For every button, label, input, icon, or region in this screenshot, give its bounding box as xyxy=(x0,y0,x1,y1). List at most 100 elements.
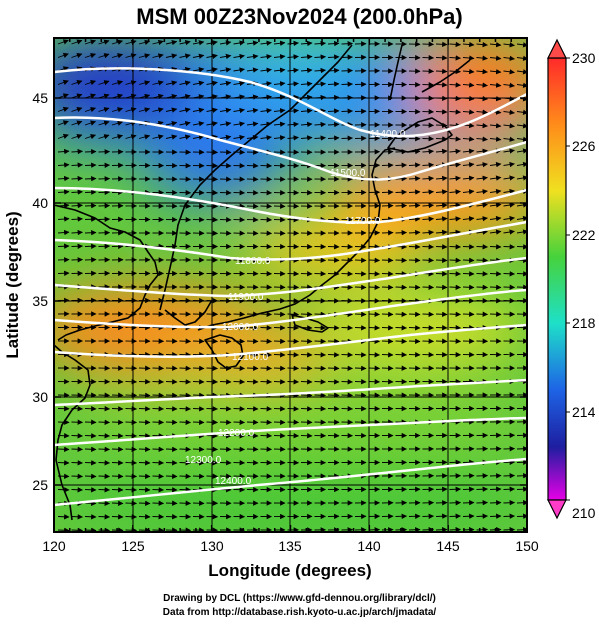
wind-arrow xyxy=(260,365,273,371)
wind-arrow xyxy=(179,80,191,86)
wind-arrow xyxy=(435,527,448,532)
wind-arrow xyxy=(314,325,327,331)
wind-arrow xyxy=(152,460,165,466)
wind-arrow xyxy=(300,121,313,128)
wind-arrow xyxy=(300,298,313,304)
wind-arrow xyxy=(219,446,232,452)
wind-arrow xyxy=(179,40,191,46)
wind-arrow xyxy=(206,80,218,86)
wind-arrow xyxy=(84,120,97,126)
height-contour xyxy=(54,67,527,138)
wind-arrow xyxy=(84,527,97,532)
wind-arrow xyxy=(125,433,138,439)
colorbar-min-triangle xyxy=(547,499,567,520)
height-contour xyxy=(54,116,527,181)
wind-arrow xyxy=(341,365,354,371)
wind-arrow xyxy=(165,392,178,398)
wind-arrow xyxy=(71,79,83,86)
wind-arrow xyxy=(462,109,475,115)
wind-arrow xyxy=(152,446,165,452)
wind-arrow xyxy=(152,80,164,86)
wind-arrow xyxy=(408,202,421,209)
contour-label: 11900.0 xyxy=(228,292,264,303)
wind-arrow xyxy=(71,202,84,209)
wind-arrow xyxy=(462,244,475,250)
wind-arrow xyxy=(435,68,448,75)
wind-arrow xyxy=(287,311,300,317)
wind-arrow xyxy=(57,460,70,466)
wind-arrow xyxy=(476,175,488,181)
wind-arrow xyxy=(98,473,111,479)
wind-arrow xyxy=(165,120,178,127)
x-tick-label: 145 xyxy=(436,538,460,554)
wind-arrow xyxy=(233,446,246,452)
wind-arrow xyxy=(98,487,111,493)
wind-arrow xyxy=(246,379,259,385)
wind-arrow xyxy=(503,82,515,88)
x-tick-labels: 120 125 130 135 140 145 150 xyxy=(42,538,539,554)
wind-arrow xyxy=(57,473,70,479)
wind-arrow xyxy=(476,500,489,506)
wind-arrow xyxy=(260,67,272,73)
wind-arrow xyxy=(98,134,110,140)
wind-arrow xyxy=(368,352,381,358)
wind-arrow xyxy=(327,379,340,385)
wind-arrow xyxy=(125,39,137,45)
wind-arrow xyxy=(57,175,70,182)
wind-arrow xyxy=(246,40,259,46)
wind-arrow xyxy=(138,134,151,140)
wind-arrow xyxy=(408,298,421,304)
wind-arrow xyxy=(273,352,286,358)
wind-arrow xyxy=(327,108,340,114)
colorbar-max-triangle xyxy=(547,38,567,59)
wind-arrow xyxy=(408,338,421,344)
wind-arrow xyxy=(476,148,488,154)
wind-arrow xyxy=(98,53,110,59)
wind-arrow xyxy=(219,406,232,412)
wind-arrow xyxy=(138,107,151,113)
wind-arrow xyxy=(408,257,421,263)
wind-arrow xyxy=(192,94,205,100)
wind-arrow xyxy=(503,473,516,479)
contour-label: 12400.0 xyxy=(215,476,252,487)
wind-arrow xyxy=(165,107,178,113)
wind-arrow xyxy=(476,162,488,168)
wind-arrow xyxy=(327,338,340,344)
wind-arrow xyxy=(368,271,381,277)
wind-arrow xyxy=(462,95,475,102)
wind-arrow xyxy=(260,379,273,385)
credit-data: Data from http://database.rish.kyoto-u.a… xyxy=(162,607,437,618)
wind-arrow xyxy=(314,298,327,304)
wind-arrow xyxy=(449,55,462,61)
x-tick-label: 130 xyxy=(200,538,224,554)
wind-arrow xyxy=(273,54,286,60)
wind-arrow xyxy=(84,446,97,452)
wind-arrow xyxy=(395,325,408,331)
wind-arrow xyxy=(192,365,205,371)
wind-arrow xyxy=(71,133,83,140)
wind-arrow xyxy=(354,365,367,371)
wind-arrow xyxy=(219,107,232,114)
wind-arrow xyxy=(503,136,515,142)
wind-arrow xyxy=(138,406,151,412)
wind-arrow xyxy=(152,107,164,113)
height-contour xyxy=(54,220,527,261)
wind-arrow xyxy=(489,284,502,290)
wind-arrow xyxy=(327,67,340,74)
wind-arrow xyxy=(246,67,259,73)
wind-arrow xyxy=(449,136,462,142)
wind-arrow xyxy=(260,94,272,100)
wind-arrow xyxy=(152,379,165,385)
wind-arrow xyxy=(503,161,515,168)
wind-arrow xyxy=(314,54,327,60)
wind-arrow xyxy=(233,94,245,100)
wind-arrow xyxy=(84,39,97,45)
wind-arrow xyxy=(476,202,488,208)
wind-arrow xyxy=(462,257,475,263)
wind-arrow xyxy=(327,81,340,87)
wind-arrow xyxy=(381,298,394,304)
wind-arrow xyxy=(422,202,435,209)
wind-arrow xyxy=(422,175,435,182)
wind-arrow xyxy=(462,175,475,181)
wind-arrow xyxy=(489,55,502,61)
